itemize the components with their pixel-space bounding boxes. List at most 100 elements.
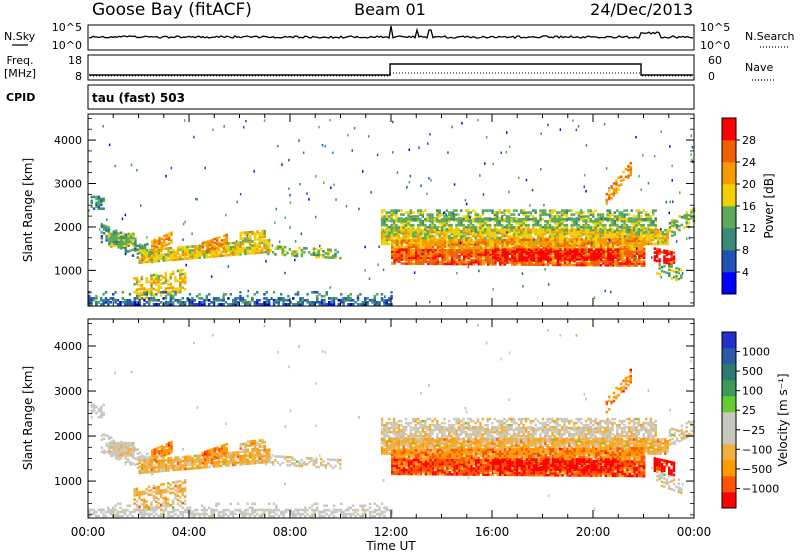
- heatmap-cell: [609, 248, 612, 251]
- heatmap-cell: [575, 244, 579, 247]
- heatmap-cell: [448, 220, 451, 223]
- heatmap-cell: [609, 254, 612, 257]
- heatmap-cell: [604, 262, 607, 265]
- heatmap-cell: [188, 249, 192, 252]
- heatmap-cell: [498, 230, 501, 234]
- heatmap-cell: [592, 221, 595, 225]
- heatmap-cell: [222, 250, 225, 253]
- heatmap-cell: [556, 263, 559, 267]
- heatmap-cell: [628, 258, 631, 261]
- heatmap-cell: [635, 245, 639, 249]
- heatmap-cell: [196, 246, 199, 250]
- heatmap-cell: [508, 234, 511, 238]
- heatmap-cell: [544, 248, 548, 251]
- heatmap-cell: [499, 261, 502, 264]
- heatmap-cell: [594, 236, 597, 240]
- heatmap-cell: [476, 213, 480, 216]
- heatmap-cell: [417, 252, 420, 256]
- heatmap-cell: [487, 251, 490, 254]
- heatmap-cell: [140, 253, 144, 256]
- heatmap-cell: [597, 252, 600, 255]
- heatmap-cell: [654, 223, 657, 227]
- heatmap-cell: [241, 299, 244, 302]
- heatmap-cell: [277, 303, 280, 306]
- heatmap-cell: [643, 250, 646, 254]
- heatmap-cell: [630, 221, 633, 225]
- heatmap-cell: [450, 215, 453, 218]
- heatmap-cell: [640, 264, 643, 267]
- heatmap-cell: [90, 201, 93, 205]
- heatmap-cell: [544, 230, 547, 234]
- heatmap-cell: [474, 227, 477, 231]
- heatmap-cell: [673, 223, 676, 226]
- heatmap-cell: [512, 232, 516, 236]
- heatmap-cell: [248, 244, 252, 247]
- heatmap-cell: [484, 209, 487, 212]
- heatmap-cell: [440, 223, 444, 227]
- heatmap-cell: [626, 241, 629, 245]
- heatmap-cell: [661, 240, 665, 244]
- heatmap-cell: [600, 248, 603, 251]
- heatmap-cell: [392, 230, 396, 234]
- heatmap-cell: [504, 250, 507, 253]
- heatmap-cell: [582, 225, 585, 229]
- heatmap-cell: [626, 254, 629, 257]
- heatmap-cell: [614, 250, 617, 253]
- heatmap-cell: [457, 213, 461, 216]
- heatmap-cell: [414, 218, 417, 221]
- heatmap-cell: [205, 297, 208, 300]
- heatmap-cell: [164, 271, 168, 275]
- heatmap-cell: [558, 225, 561, 229]
- heatmap-cell: [174, 258, 177, 261]
- heatmap-cell: [412, 254, 415, 258]
- heatmap-cell: [609, 252, 612, 255]
- heatmap-cell: [392, 221, 396, 225]
- heatmap-cell: [170, 233, 173, 237]
- heatmap-cell: [671, 234, 674, 237]
- heatmap-cell: [479, 225, 482, 229]
- heatmap-cell: [491, 230, 494, 234]
- heatmap-cell: [673, 231, 676, 234]
- heatmap-cell: [97, 201, 101, 205]
- heatmap-cell: [224, 254, 228, 257]
- heatmap-cell: [643, 252, 646, 256]
- heatmap-cell: [611, 220, 614, 223]
- heatmap-cell: [503, 232, 506, 236]
- heatmap-cell: [469, 225, 473, 229]
- heatmap-cell: [419, 262, 423, 265]
- heatmap-cell: [520, 225, 523, 229]
- heatmap-cell: [300, 248, 304, 252]
- heatmap-cell: [105, 239, 108, 242]
- heatmap-cell: [474, 225, 477, 229]
- heatmap-cell: [488, 234, 492, 238]
- heatmap-cell: [421, 236, 425, 240]
- heatmap-cell: [607, 252, 610, 255]
- heatmap-cell: [563, 225, 566, 229]
- heatmap-cell: [427, 247, 430, 250]
- heatmap-cell: [536, 220, 540, 223]
- heatmap-cell: [397, 236, 401, 240]
- heatmap-cell: [443, 218, 446, 221]
- heatmap-cell: [263, 233, 266, 237]
- heatmap-cell: [565, 211, 569, 214]
- heatmap-cell: [551, 257, 555, 261]
- heatmap-cell: [564, 258, 567, 261]
- heatmap-cell: [649, 238, 653, 242]
- heatmap-cell: [330, 298, 333, 302]
- heatmap-cell: [458, 241, 461, 244]
- heatmap-cell: [530, 244, 533, 247]
- heatmap-cell: [312, 249, 316, 253]
- heatmap-cell: [211, 244, 214, 248]
- heatmap-cell: [489, 246, 492, 250]
- heatmap-cell: [630, 209, 633, 212]
- heatmap-cell: [544, 252, 548, 255]
- heatmap-cell: [404, 236, 408, 240]
- heatmap-cell: [523, 256, 526, 259]
- heatmap-cell: [143, 257, 146, 260]
- heatmap-cell: [565, 232, 569, 236]
- heatmap-cell: [612, 182, 616, 185]
- heatmap-cell: [422, 260, 425, 263]
- heatmap-cell: [633, 247, 636, 250]
- heatmap-cell: [474, 211, 477, 214]
- heatmap-cell: [403, 254, 406, 257]
